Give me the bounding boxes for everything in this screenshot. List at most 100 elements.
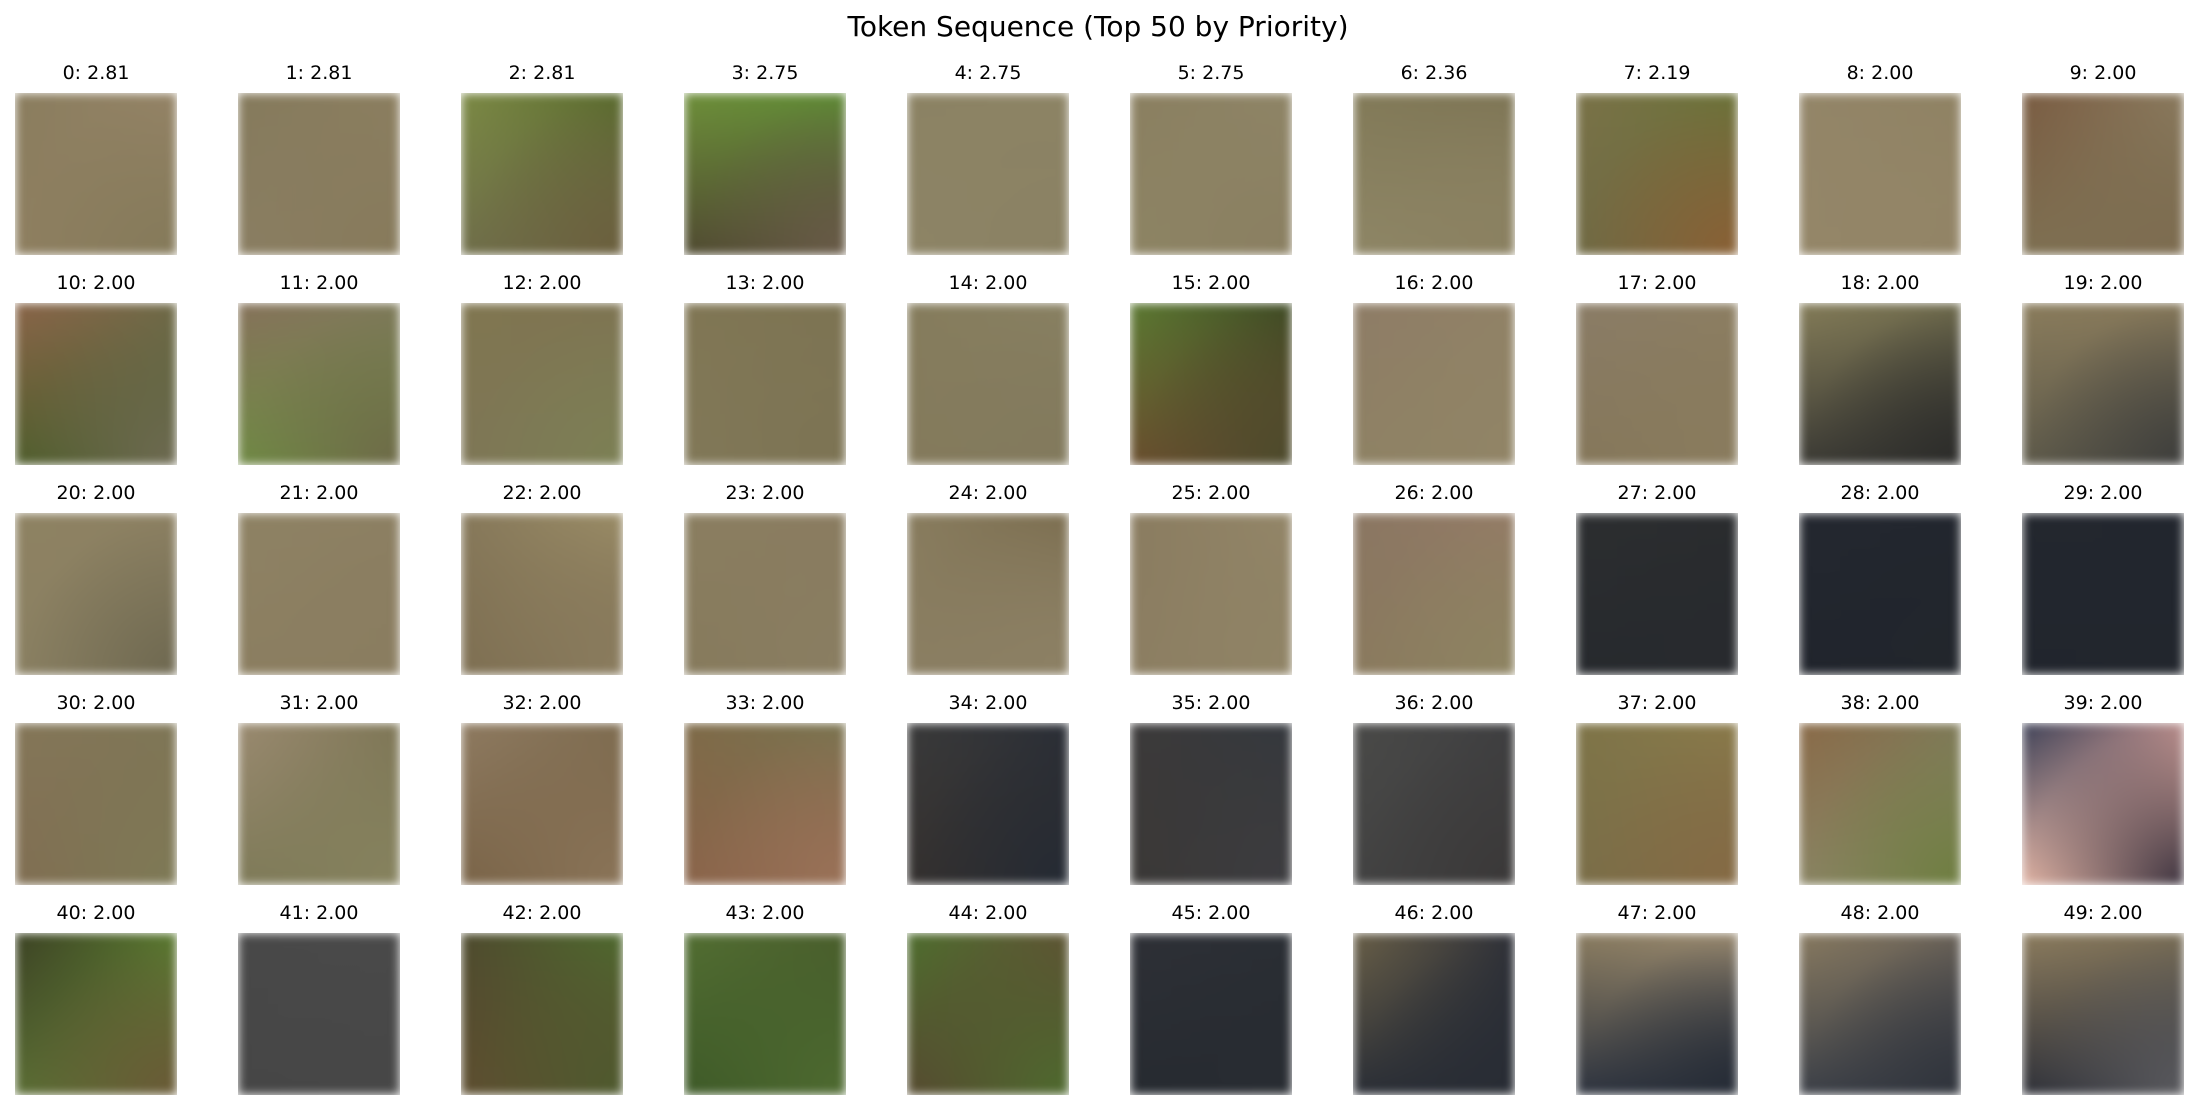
token-patch xyxy=(461,303,623,465)
token-label: 16: 2.00 xyxy=(1394,272,1474,294)
token-patch xyxy=(15,933,177,1095)
token-patch xyxy=(2022,723,2184,885)
token-patch xyxy=(238,513,400,675)
token-patch xyxy=(907,93,1069,255)
token-label: 35: 2.00 xyxy=(1171,692,1251,714)
token-label: 14: 2.00 xyxy=(948,272,1028,294)
token-patch xyxy=(1576,303,1738,465)
token-patch xyxy=(684,933,846,1095)
token-label: 36: 2.00 xyxy=(1394,692,1474,714)
token-patch xyxy=(461,93,623,255)
token-label: 7: 2.19 xyxy=(1623,62,1691,84)
token-patch xyxy=(1799,93,1961,255)
token-patch xyxy=(907,723,1069,885)
token-label: 24: 2.00 xyxy=(948,482,1028,504)
token-label: 1: 2.81 xyxy=(285,62,353,84)
token-label: 32: 2.00 xyxy=(502,692,582,714)
token-patch xyxy=(907,303,1069,465)
token-label: 46: 2.00 xyxy=(1394,902,1474,924)
token-label: 40: 2.00 xyxy=(56,902,136,924)
token-patch xyxy=(1130,303,1292,465)
token-patch xyxy=(1799,723,1961,885)
token-patch xyxy=(1799,513,1961,675)
token-label: 41: 2.00 xyxy=(279,902,359,924)
token-label: 39: 2.00 xyxy=(2063,692,2143,714)
token-patch xyxy=(15,513,177,675)
token-patch xyxy=(2022,513,2184,675)
token-patch xyxy=(1130,723,1292,885)
token-label: 0: 2.81 xyxy=(62,62,130,84)
token-patch xyxy=(1353,933,1515,1095)
token-label: 34: 2.00 xyxy=(948,692,1028,714)
token-label: 13: 2.00 xyxy=(725,272,805,294)
token-label: 3: 2.75 xyxy=(731,62,799,84)
token-label: 23: 2.00 xyxy=(725,482,805,504)
token-label: 44: 2.00 xyxy=(948,902,1028,924)
token-patch xyxy=(15,303,177,465)
token-label: 4: 2.75 xyxy=(954,62,1022,84)
token-patch xyxy=(1576,723,1738,885)
token-patch xyxy=(907,933,1069,1095)
token-patch xyxy=(1576,513,1738,675)
token-label: 12: 2.00 xyxy=(502,272,582,294)
token-label: 10: 2.00 xyxy=(56,272,136,294)
token-patch xyxy=(238,723,400,885)
token-patch xyxy=(1130,93,1292,255)
token-label: 28: 2.00 xyxy=(1840,482,1920,504)
token-patch xyxy=(1353,513,1515,675)
token-patch xyxy=(684,93,846,255)
token-label: 17: 2.00 xyxy=(1617,272,1697,294)
token-label: 26: 2.00 xyxy=(1394,482,1474,504)
token-patch xyxy=(684,303,846,465)
token-patch xyxy=(238,93,400,255)
token-label: 29: 2.00 xyxy=(2063,482,2143,504)
token-label: 20: 2.00 xyxy=(56,482,136,504)
token-label: 19: 2.00 xyxy=(2063,272,2143,294)
token-patch xyxy=(238,933,400,1095)
token-label: 9: 2.00 xyxy=(2069,62,2137,84)
token-label: 22: 2.00 xyxy=(502,482,582,504)
token-label: 11: 2.00 xyxy=(279,272,359,294)
token-patch xyxy=(684,723,846,885)
token-label: 38: 2.00 xyxy=(1840,692,1920,714)
token-label: 33: 2.00 xyxy=(725,692,805,714)
token-patch xyxy=(684,513,846,675)
token-patch xyxy=(1130,513,1292,675)
token-label: 37: 2.00 xyxy=(1617,692,1697,714)
token-label: 25: 2.00 xyxy=(1171,482,1251,504)
token-patch xyxy=(238,303,400,465)
token-label: 30: 2.00 xyxy=(56,692,136,714)
token-patch xyxy=(1353,723,1515,885)
token-patch xyxy=(2022,303,2184,465)
token-label: 21: 2.00 xyxy=(279,482,359,504)
token-patch xyxy=(15,93,177,255)
token-patch xyxy=(907,513,1069,675)
token-patch xyxy=(2022,933,2184,1095)
token-label: 2: 2.81 xyxy=(508,62,576,84)
token-label: 5: 2.75 xyxy=(1177,62,1245,84)
token-patch xyxy=(1576,933,1738,1095)
token-patch xyxy=(461,513,623,675)
token-patch xyxy=(1353,93,1515,255)
token-label: 47: 2.00 xyxy=(1617,902,1697,924)
token-label: 18: 2.00 xyxy=(1840,272,1920,294)
token-patch xyxy=(461,933,623,1095)
token-patch xyxy=(1130,933,1292,1095)
token-label: 8: 2.00 xyxy=(1846,62,1914,84)
token-patch xyxy=(15,723,177,885)
token-label: 31: 2.00 xyxy=(279,692,359,714)
token-label: 43: 2.00 xyxy=(725,902,805,924)
token-patch xyxy=(2022,93,2184,255)
token-label: 48: 2.00 xyxy=(1840,902,1920,924)
token-patch xyxy=(1799,303,1961,465)
figure-title: Token Sequence (Top 50 by Priority) xyxy=(847,10,1349,43)
token-patch xyxy=(461,723,623,885)
token-label: 45: 2.00 xyxy=(1171,902,1251,924)
token-patch xyxy=(1353,303,1515,465)
token-label: 49: 2.00 xyxy=(2063,902,2143,924)
token-label: 6: 2.36 xyxy=(1400,62,1468,84)
token-patch xyxy=(1799,933,1961,1095)
token-label: 27: 2.00 xyxy=(1617,482,1697,504)
token-label: 15: 2.00 xyxy=(1171,272,1251,294)
token-patch xyxy=(1576,93,1738,255)
